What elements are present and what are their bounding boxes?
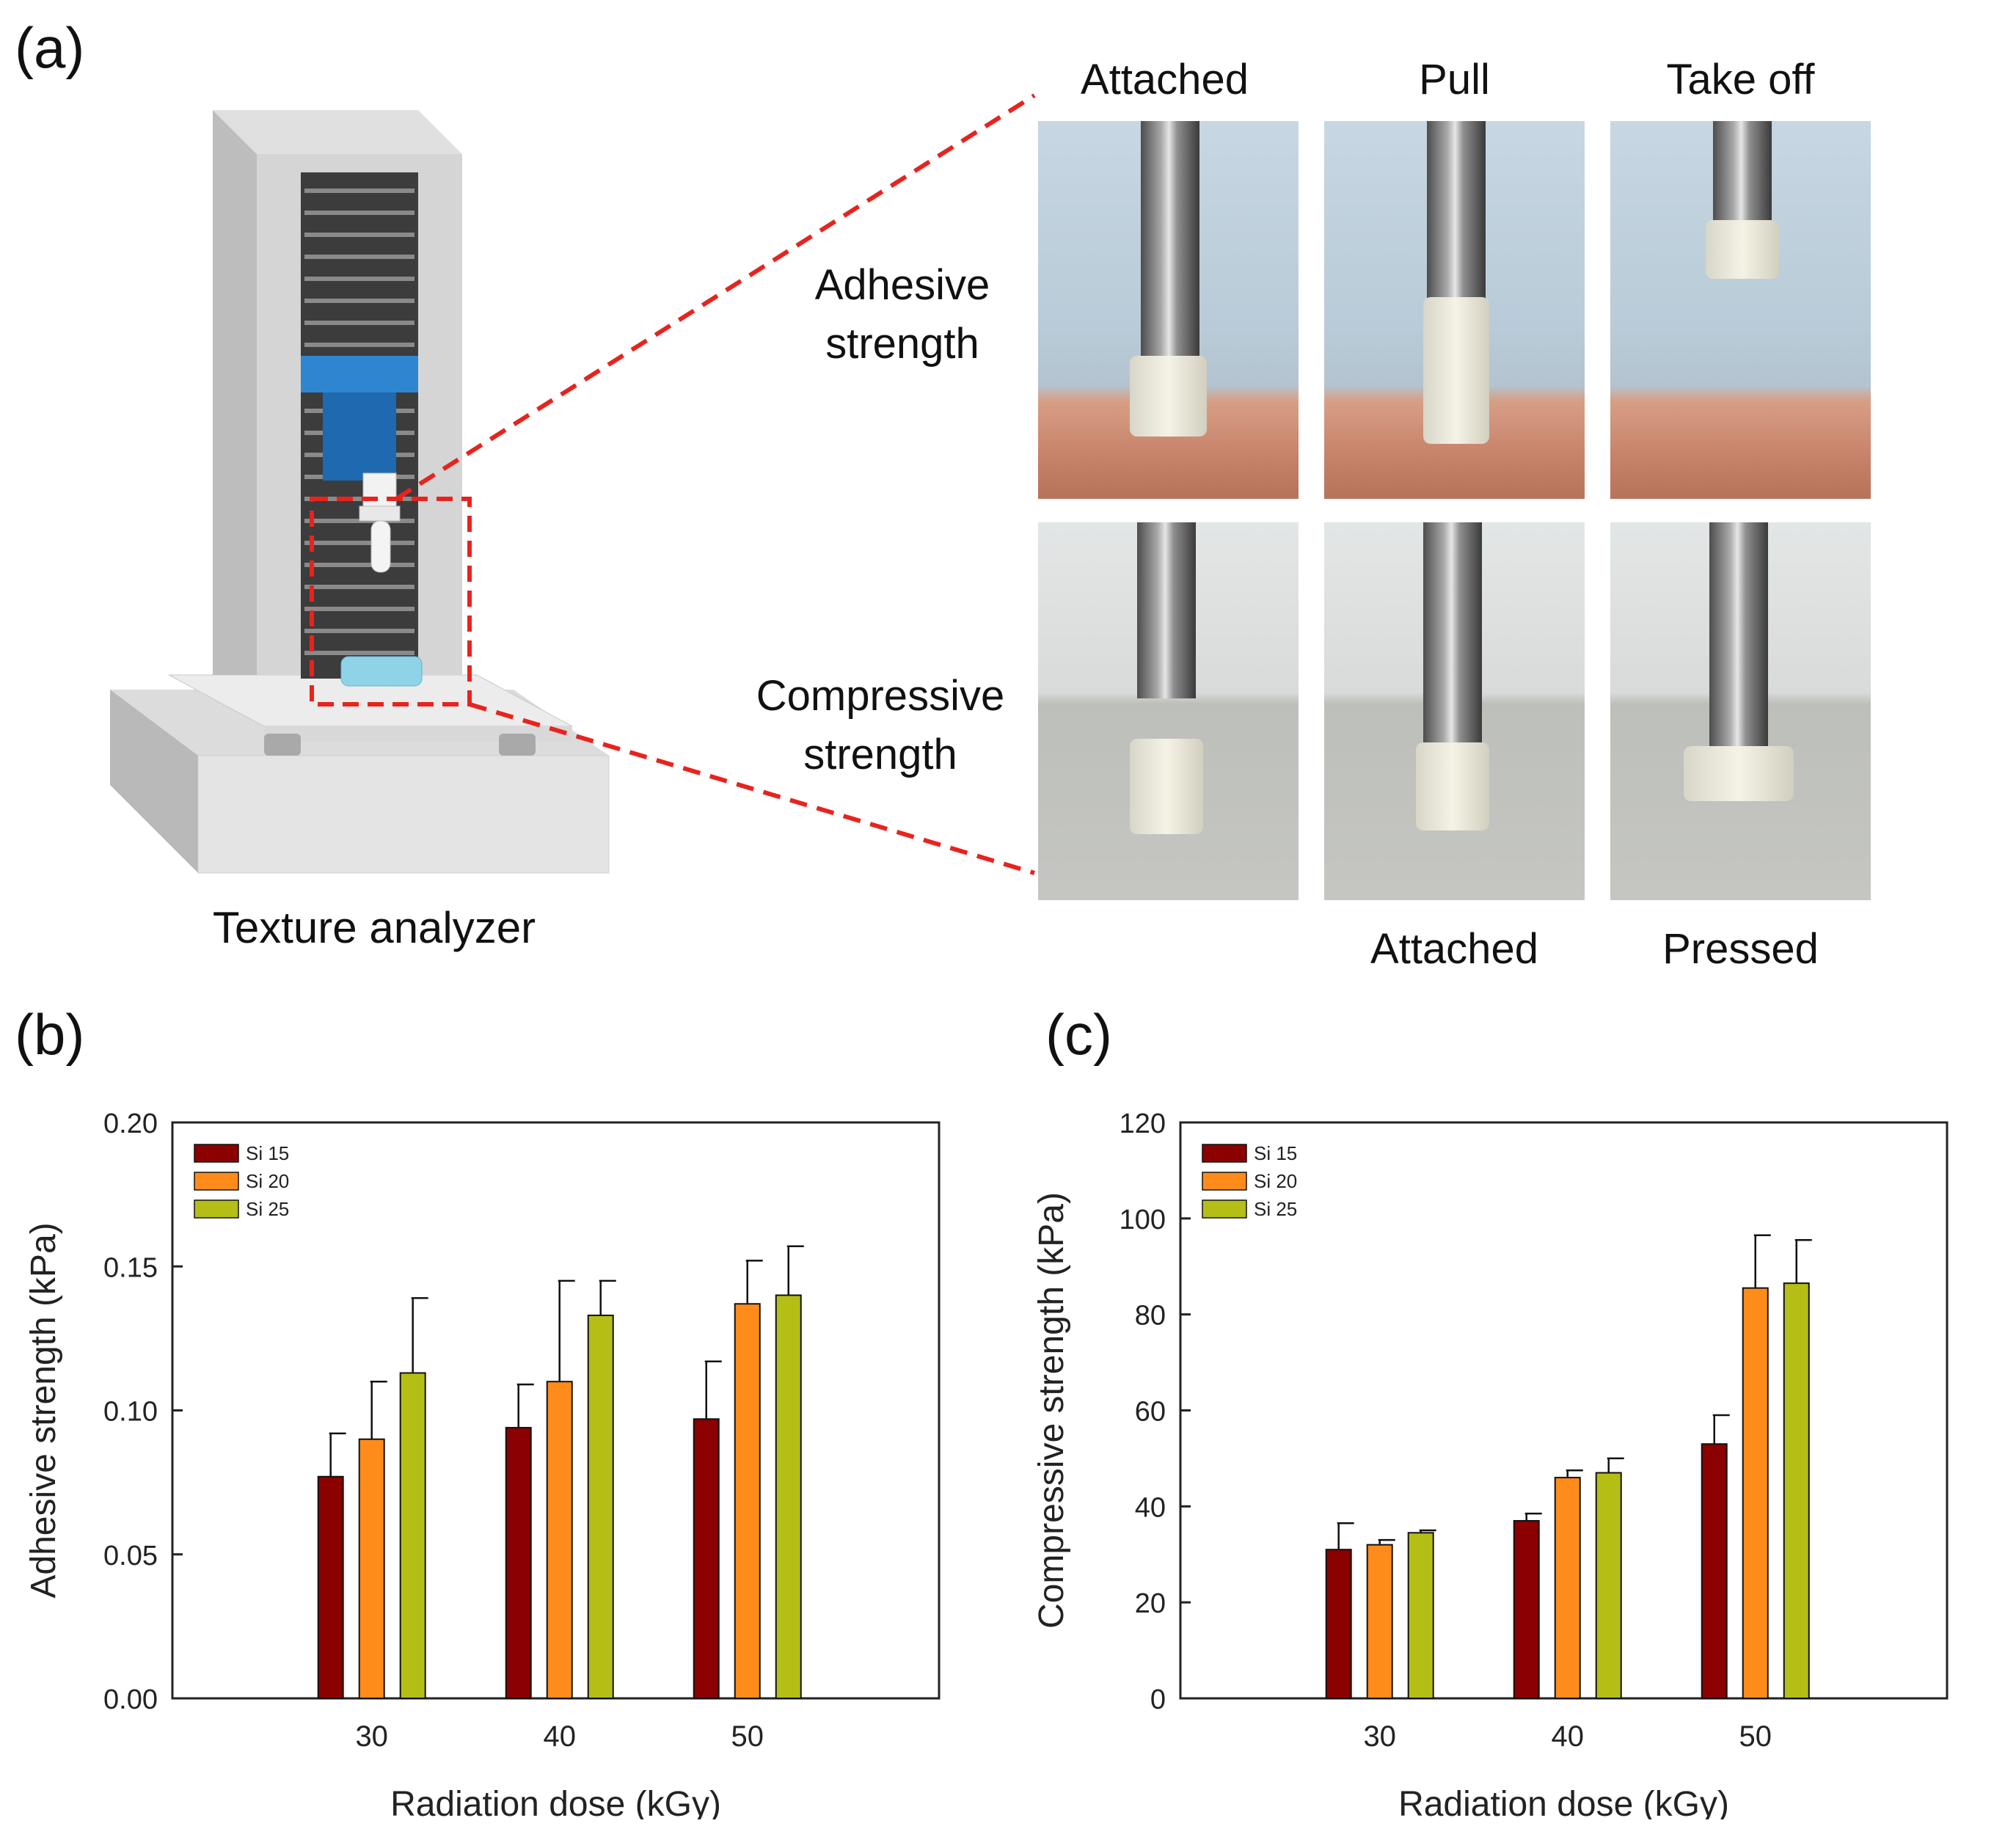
chart-b-y-axis-title: Adhesive strength (kPa) [24, 1222, 63, 1598]
chart-b-bar-si25-50 [775, 1294, 802, 1699]
chart-b-ytick-label: 0.15 [103, 1252, 158, 1283]
chart-b-bar-si25-40 [587, 1314, 614, 1700]
texture-analyzer-label: Texture analyzer [212, 903, 536, 952]
chart-c-bar-si20-50 [1742, 1287, 1769, 1699]
row-label-adhesive-line1: Adhesive [814, 261, 990, 309]
chart-b-legend-swatch [194, 1199, 239, 1219]
chart-b-ytick-label: 0.00 [103, 1684, 158, 1715]
chart-c-ytick-label: 100 [1120, 1205, 1166, 1235]
column-header-pull: Pull [1419, 56, 1490, 103]
chart-c-ytick-label: 0 [1150, 1684, 1166, 1715]
chart-c-legend-swatch [1202, 1172, 1247, 1191]
probe-tip [370, 520, 391, 573]
probe-head-top [301, 356, 418, 392]
chart-c-bar-si20-40 [1554, 1477, 1581, 1699]
compressive-strength-chart: 0 20 40 60 80 100 120 30 40 50 Si 15 Si 20 Si 25 Radi… [1032, 1109, 1949, 1819]
chart-c-bar-si25-40 [1595, 1472, 1622, 1700]
chart-c-bar-si20-30 [1366, 1544, 1393, 1700]
tower-top [213, 110, 462, 154]
chart-c-bar-si15-40 [1513, 1519, 1540, 1699]
chart-b-bar-si20-30 [358, 1438, 385, 1699]
chart-b-legend-swatch [194, 1172, 239, 1191]
photo-compressive-attached [1324, 522, 1585, 900]
chart-c-legend-label: Si 20 [1254, 1170, 1297, 1192]
adhesive-strength-chart: 0.00 0.05 0.10 0.15 0.20 30 40 50 Si 15 Si 20 Si 2… [24, 1109, 941, 1819]
plate-front [264, 726, 572, 741]
bottom-label-pressed: Pressed [1662, 925, 1819, 973]
chart-b-xtick-label: 40 [543, 1720, 576, 1753]
probe-collar [362, 472, 397, 511]
chart-b-legend-swatch [194, 1144, 239, 1163]
chart-b-bar-si15-30 [317, 1475, 344, 1700]
chart-b-bar-si25-30 [399, 1372, 426, 1699]
photo-adhesive-pull [1324, 121, 1585, 499]
row-label-compressive-line1: Compressive [756, 672, 1005, 720]
foot-left [264, 734, 301, 756]
chart-c-bar-si25-30 [1407, 1532, 1434, 1699]
zoom-box [310, 497, 472, 706]
chart-b-bar-si20-50 [734, 1303, 761, 1699]
row-label-adhesive-line2: strength [825, 320, 979, 368]
chart-c-ytick-label: 20 [1135, 1588, 1166, 1619]
chart-c-ytick-label: 80 [1135, 1301, 1166, 1332]
chart-b-legend-label: Si 25 [246, 1198, 289, 1220]
chart-c-xtick-label: 50 [1739, 1720, 1772, 1753]
chart-b-xtick-label: 50 [731, 1720, 764, 1753]
base-front [197, 755, 610, 874]
chart-c-legend-swatch [1202, 1144, 1247, 1163]
chart-b-xtick-label: 30 [355, 1720, 388, 1753]
column-header-attached: Attached [1081, 56, 1249, 103]
texture-analyzer-illustration [110, 110, 610, 874]
sample [340, 656, 423, 687]
chart-c-xtick-label: 40 [1551, 1720, 1584, 1753]
chart-c-legend-swatch [1202, 1199, 1247, 1219]
column-header-take-off: Take off [1666, 56, 1815, 103]
zoom-lines [395, 93, 1036, 875]
photo-adhesive-take-off [1610, 121, 1871, 499]
chart-c-y-axis-title: Compressive strength (kPa) [1032, 1192, 1071, 1629]
panel-c-letter: (c) [1045, 1002, 1112, 1067]
foot-right [499, 734, 536, 756]
chart-c-legend-label: Si 25 [1254, 1198, 1297, 1220]
photo-compressive-before [1038, 522, 1299, 900]
chart-c-bar-si15-50 [1701, 1443, 1728, 1699]
chart-c-bar-si15-30 [1325, 1549, 1352, 1699]
chart-b-x-axis-title: Radiation dose (kGy) [390, 1785, 721, 1819]
chart-b-ytick-label: 0.20 [103, 1109, 158, 1139]
tower-side [213, 110, 257, 675]
panel-a-letter: (a) [15, 15, 85, 80]
chart-c-ytick-label: 60 [1135, 1397, 1166, 1428]
chart-c-ytick-label: 120 [1120, 1109, 1166, 1139]
chart-c-legend-label: Si 15 [1254, 1142, 1297, 1164]
chart-b-ytick-label: 0.05 [103, 1541, 158, 1571]
panel-b-letter: (b) [15, 1002, 85, 1067]
chart-c-bar-si25-50 [1783, 1282, 1810, 1700]
chart-c-ytick-label: 40 [1135, 1492, 1166, 1523]
chart-c-xtick-label: 30 [1363, 1720, 1396, 1753]
chart-b-ytick-label: 0.10 [103, 1397, 158, 1428]
chart-c-x-axis-title: Radiation dose (kGy) [1398, 1785, 1729, 1819]
photo-compressive-pressed [1610, 522, 1871, 900]
chart-b-bar-si20-40 [546, 1381, 573, 1699]
chart-b-bar-si15-40 [505, 1427, 532, 1699]
row-label-compressive-line2: strength [803, 731, 957, 778]
photo-adhesive-attached [1038, 121, 1299, 499]
chart-b-bar-si15-50 [693, 1418, 720, 1699]
chart-b-legend-label: Si 15 [246, 1142, 289, 1164]
bottom-label-attached: Attached [1370, 925, 1538, 973]
chart-b-legend-label: Si 20 [246, 1170, 289, 1192]
